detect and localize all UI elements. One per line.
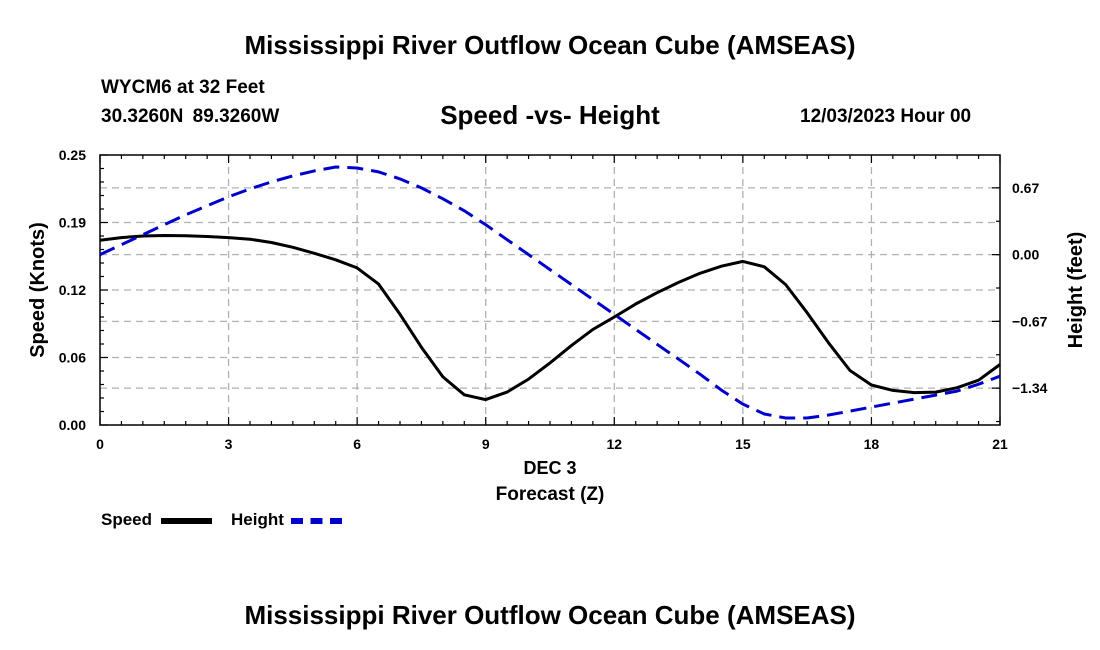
x-tick-label: 9 — [482, 436, 490, 452]
y-tick-label: 0.19 — [59, 215, 86, 231]
footer-title: Mississippi River Outflow Ocean Cube (AM… — [244, 600, 856, 630]
x-tick-label: 21 — [992, 436, 1008, 452]
y-axis-label: Speed (Knots) — [27, 222, 49, 358]
page-title: Mississippi River Outflow Ocean Cube (AM… — [244, 30, 856, 60]
y-tick-label: 0.25 — [59, 147, 86, 163]
series-line-height — [99, 165, 1001, 420]
series-line-speed — [99, 234, 1001, 402]
legend-swatch-speed — [161, 518, 212, 524]
y2-tick-label: 0.00 — [1012, 247, 1039, 263]
x-tick-label: 0 — [96, 436, 104, 452]
x-tick-label: 15 — [735, 436, 751, 452]
legend-label-speed: Speed — [101, 510, 153, 529]
y-tick-label: 0.12 — [59, 282, 86, 298]
y-tick-label: 0.00 — [59, 417, 86, 433]
x-axis-date-label: DEC 3 — [523, 458, 576, 478]
x-axis-label: Forecast (Z) — [496, 484, 605, 505]
chart-title: Speed -vs- Height — [440, 100, 660, 130]
legend-label-height: Height — [231, 510, 284, 529]
y2-tick-label: −0.67 — [1012, 313, 1048, 329]
y2-axis-label: Height (feet) — [1065, 232, 1087, 349]
y2-tick-label: −1.34 — [1012, 380, 1048, 396]
station-coordinates: 30.3260N 89.3260W — [101, 106, 280, 127]
y2-tick-label: 0.67 — [1012, 180, 1039, 196]
x-tick-label: 18 — [864, 436, 880, 452]
x-tick-label: 3 — [225, 436, 233, 452]
y-tick-label: 0.06 — [59, 350, 86, 366]
x-tick-label: 12 — [606, 436, 622, 452]
station-name-depth: WYCM6 at 32 Feet — [101, 77, 265, 98]
forecast-datetime: 12/03/2023 Hour 00 — [800, 106, 972, 127]
legend-swatch-height — [291, 518, 342, 524]
x-tick-label: 6 — [353, 436, 361, 452]
